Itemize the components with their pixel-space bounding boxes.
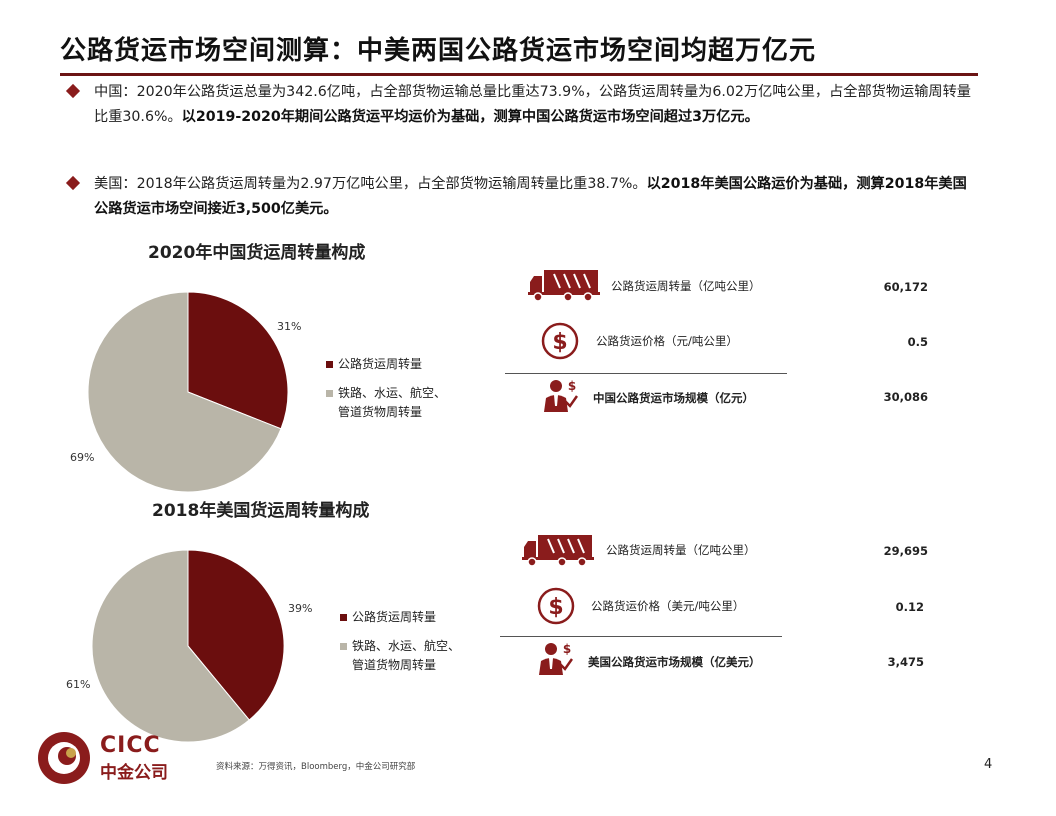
truck-icon bbox=[522, 535, 594, 567]
page-title: 公路货运市场空间测算：中美两国公路货运市场空间均超万亿元 bbox=[60, 36, 817, 66]
legend-item-other: 铁路、水运、航空、 管道货物周转量 bbox=[326, 384, 446, 422]
businessman-growth-icon: $ bbox=[539, 642, 573, 675]
diamond-bullet-icon bbox=[65, 83, 81, 99]
table-china-divider bbox=[505, 373, 787, 374]
bullet-china-bold: 以2019-2020年期间公路货运平均运价为基础，测算中国公路货运市场空间超过3… bbox=[181, 109, 759, 125]
title-divider bbox=[60, 73, 978, 76]
pie-label-road-china: 31% bbox=[277, 320, 302, 333]
bullet-us-text: 美国：2018年公路货运周转量为2.97万亿吨公里，占全部货物运输周转量比重38… bbox=[94, 176, 647, 192]
pie-label-other-china: 69% bbox=[70, 451, 95, 464]
table-us-value-volume: 29,695 bbox=[883, 544, 928, 558]
table-us-label-volume: 公路货运周转量（亿吨公里） bbox=[606, 543, 756, 557]
bullet-china: 中国：2020年公路货运总量为342.6亿吨，占全部货物运输总量比重达73.9%… bbox=[65, 80, 973, 130]
table-china-value-volume: 60,172 bbox=[883, 280, 928, 294]
table-us-value-market: 3,475 bbox=[887, 655, 924, 669]
table-china-value-market: 30,086 bbox=[883, 390, 928, 404]
pie-label-other-us: 61% bbox=[66, 678, 91, 691]
legend-item-road: 公路货运周转量 bbox=[340, 608, 460, 627]
pie-label-road-us: 39% bbox=[288, 602, 313, 615]
svg-text:$: $ bbox=[548, 595, 563, 620]
table-us-divider bbox=[500, 636, 782, 637]
pie-chart-china bbox=[87, 291, 289, 493]
table-china-value-price: 0.5 bbox=[907, 335, 928, 349]
svg-text:$: $ bbox=[568, 379, 576, 393]
dollar-icon: $ bbox=[537, 587, 575, 625]
logo-text-cn: 中金公司 bbox=[100, 763, 168, 783]
table-china-label-volume: 公路货运周转量（亿吨公里） bbox=[611, 279, 761, 293]
cicc-logo-icon bbox=[38, 732, 90, 784]
pie-slice-road bbox=[187, 291, 289, 430]
diamond-bullet-icon bbox=[65, 175, 81, 191]
table-china-label-price: 公路货运价格（元/吨公里） bbox=[596, 334, 738, 348]
chart-title-china: 2020年中国货运周转量构成 bbox=[148, 243, 366, 263]
legend-china: 公路货运周转量 铁路、水运、航空、 管道货物周转量 bbox=[326, 355, 446, 422]
table-china-label-market: 中国公路货运市场规模（亿元） bbox=[593, 391, 754, 405]
legend-us: 公路货运周转量 铁路、水运、航空、 管道货物周转量 bbox=[340, 608, 460, 675]
pie-slice-other bbox=[87, 291, 282, 493]
bullet-china-text: 中国：2020年公路货运总量为342.6亿吨，占全部货物运输总量比重达73.9%… bbox=[94, 84, 971, 125]
table-us-label-price: 公路货运价格（美元/吨公里） bbox=[591, 599, 745, 613]
chart-title-us: 2018年美国货运周转量构成 bbox=[152, 501, 370, 521]
table-us-label-market: 美国公路货运市场规模（亿美元） bbox=[588, 655, 761, 669]
bullet-us-bold: 以2018年美国公路运价为基础，测算2018年美国公路货运市场空间接近3,500… bbox=[94, 176, 967, 217]
businessman-growth-icon: $ bbox=[544, 379, 578, 412]
pie-chart-us bbox=[91, 549, 285, 743]
dollar-icon: $ bbox=[541, 322, 579, 360]
page-number: 4 bbox=[984, 757, 993, 772]
legend-item-other: 铁路、水运、航空、 管道货物周转量 bbox=[340, 637, 460, 675]
logo-text-en: CICC bbox=[100, 733, 161, 758]
svg-text:$: $ bbox=[552, 330, 567, 355]
truck-icon bbox=[528, 270, 600, 302]
table-us-value-price: 0.12 bbox=[895, 600, 924, 614]
svg-text:$: $ bbox=[563, 642, 571, 656]
source-note: 资料来源：万得资讯，Bloomberg，中金公司研究部 bbox=[216, 762, 416, 772]
pie-slice-other bbox=[91, 549, 250, 743]
bullet-us: 美国：2018年公路货运周转量为2.97万亿吨公里，占全部货物运输周转量比重38… bbox=[65, 172, 973, 222]
legend-item-road: 公路货运周转量 bbox=[326, 355, 446, 374]
pie-slice-road bbox=[187, 549, 285, 721]
